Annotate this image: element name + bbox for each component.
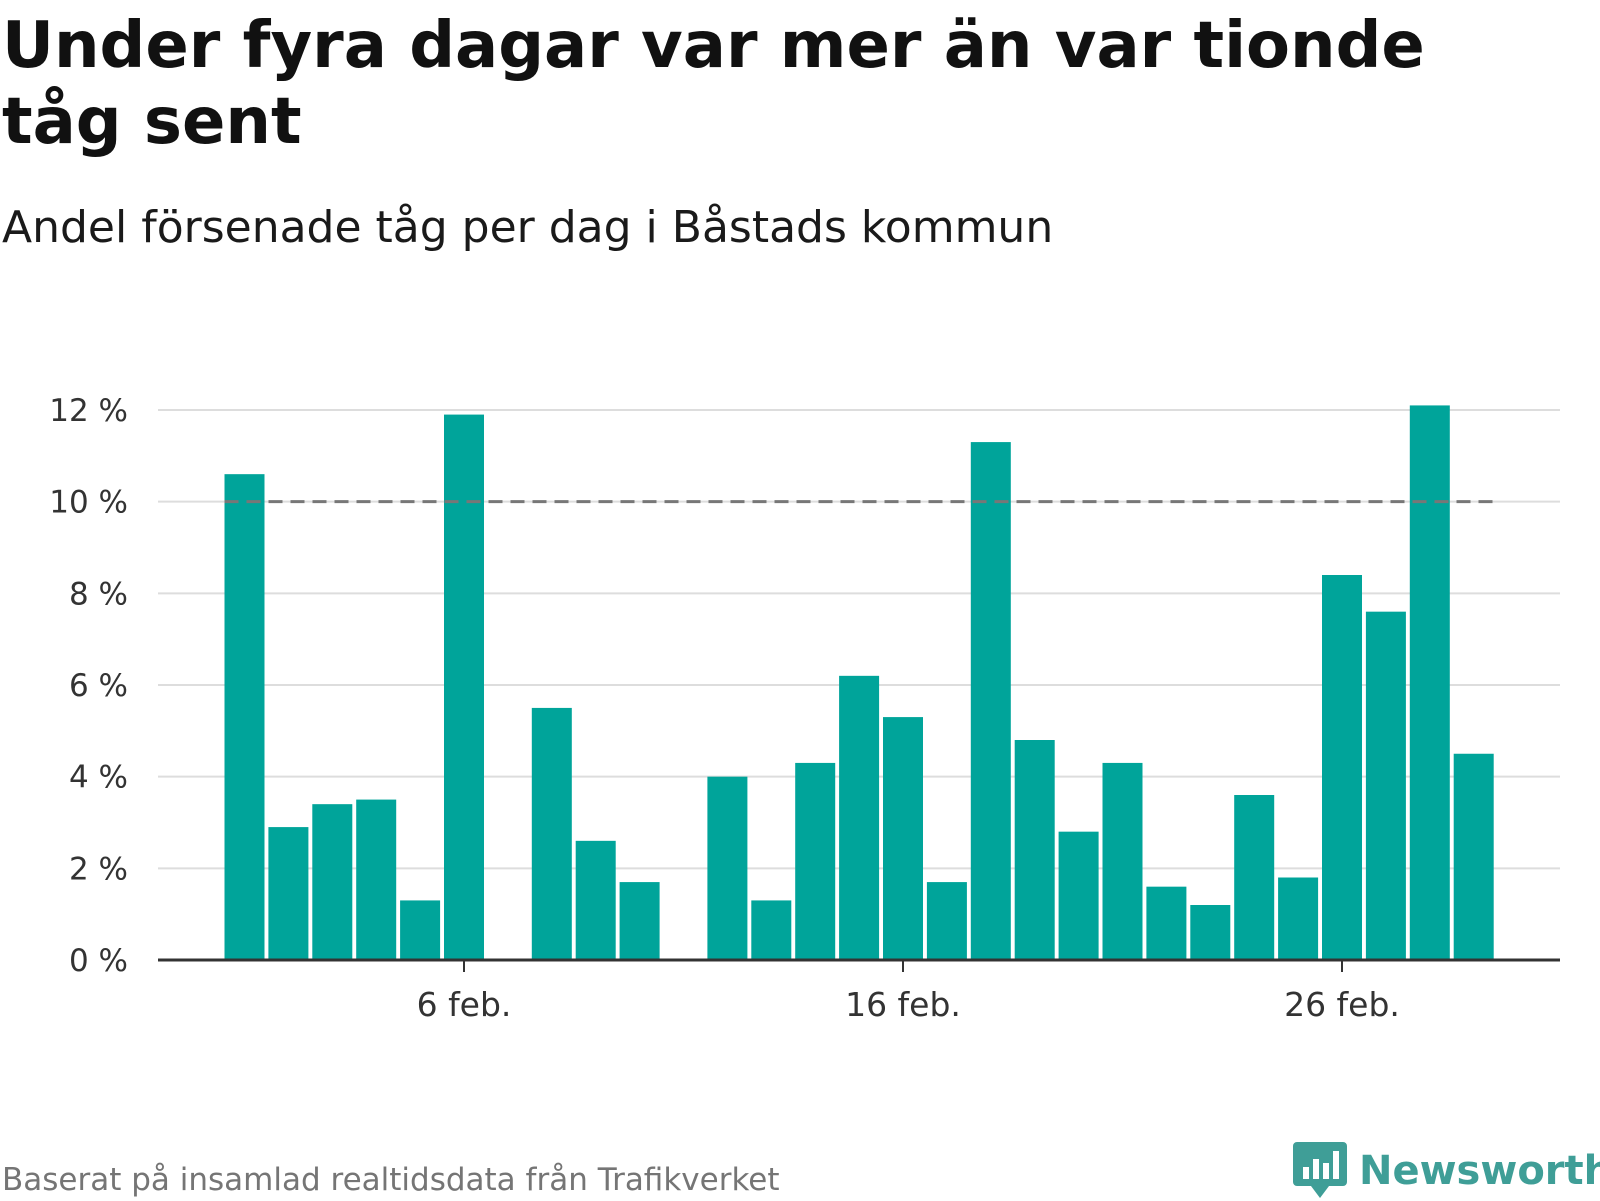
bar xyxy=(1014,740,1055,960)
bar xyxy=(1058,831,1099,960)
y-tick-label: 2 % xyxy=(69,851,128,887)
chart-subtitle: Andel försenade tåg per dag i Båstads ko… xyxy=(2,202,1054,253)
bar xyxy=(1322,575,1362,960)
y-tick-label: 4 % xyxy=(69,760,128,796)
y-tick-label: 8 % xyxy=(69,576,128,612)
brand-logo: Newsworthy xyxy=(1293,1141,1600,1201)
bar xyxy=(926,882,967,960)
bar xyxy=(356,799,397,960)
bar-chart-speech-bubble-icon xyxy=(1293,1142,1347,1198)
x-tick-label: 6 feb. xyxy=(417,985,512,1024)
bar xyxy=(795,762,836,960)
brand-name: Newsworthy xyxy=(1359,1148,1600,1194)
bar xyxy=(1278,877,1319,960)
y-axis-ticks: 0 % 2 % 4 % 6 % 8 % 10 % 12 % xyxy=(49,393,128,979)
bar xyxy=(751,900,792,960)
bar xyxy=(883,717,923,960)
y-tick-label: 10 % xyxy=(49,485,128,521)
x-axis: 6 feb. 16 feb. 26 feb. xyxy=(158,958,1560,1024)
bar xyxy=(1234,795,1275,960)
bar xyxy=(839,675,880,960)
bar xyxy=(970,442,1011,960)
y-tick-label: 12 % xyxy=(49,393,128,429)
bar xyxy=(531,707,572,960)
bar xyxy=(1453,753,1494,960)
source-note: Baserat på insamlad realtidsdata från Tr… xyxy=(2,1162,780,1198)
bar xyxy=(707,776,748,960)
bar xyxy=(400,900,441,960)
bar xyxy=(575,840,616,960)
x-tick-label: 16 feb. xyxy=(845,985,961,1024)
bar xyxy=(268,827,309,960)
bar xyxy=(1102,762,1143,960)
y-tick-label: 6 % xyxy=(69,668,128,704)
bar xyxy=(1146,886,1187,960)
bar xyxy=(619,882,660,960)
bar xyxy=(444,414,484,960)
bar-chart: 0 % 2 % 4 % 6 % 8 % 10 % 12 % 6 feb. 16 feb. 26 … xyxy=(49,393,1560,1024)
bar xyxy=(1190,905,1231,960)
bar xyxy=(1409,405,1450,961)
y-tick-label: 0 % xyxy=(69,943,128,979)
x-tick-label: 26 feb. xyxy=(1284,985,1400,1024)
bar xyxy=(312,804,353,960)
bars xyxy=(224,405,1494,961)
bar xyxy=(224,474,265,960)
bar xyxy=(1365,611,1406,960)
chart-title: Under fyra dagar var mer än var tionde t… xyxy=(2,9,1425,159)
